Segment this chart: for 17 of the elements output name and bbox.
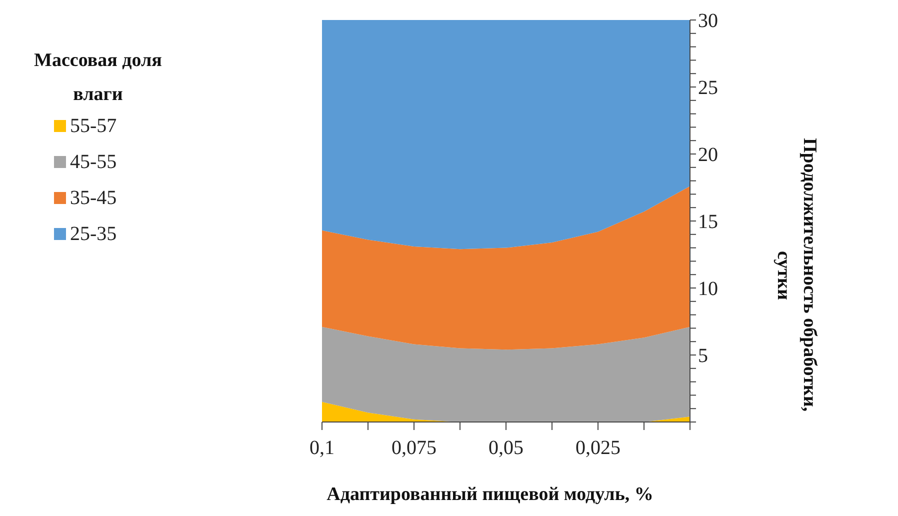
y-tick-label: 25 [698,77,718,100]
y-tick-label: 30 [698,10,718,32]
x-tick-label: 0,025 [576,437,620,460]
x-tick-label: 0,1 [310,437,334,460]
legend-label: 55-57 [70,114,117,138]
x-tick-label: 0,075 [392,437,436,460]
x-tick-label: 0,05 [488,437,524,460]
legend-title: Массовая доля влаги [33,49,163,107]
y-tick-label: 10 [698,278,718,300]
x-axis-title: Адаптированный пищевой модуль, % [326,484,654,506]
y-axis-title: Продолжительность обработки, сутки [772,137,821,414]
y-tick-label: 5 [698,345,708,368]
legend-label: 45-55 [70,150,117,174]
legend-label: 35-45 [70,186,117,210]
legend-label: 25-35 [70,222,117,246]
y-tick-label: 20 [698,144,718,166]
y-tick-label: 15 [698,211,718,234]
